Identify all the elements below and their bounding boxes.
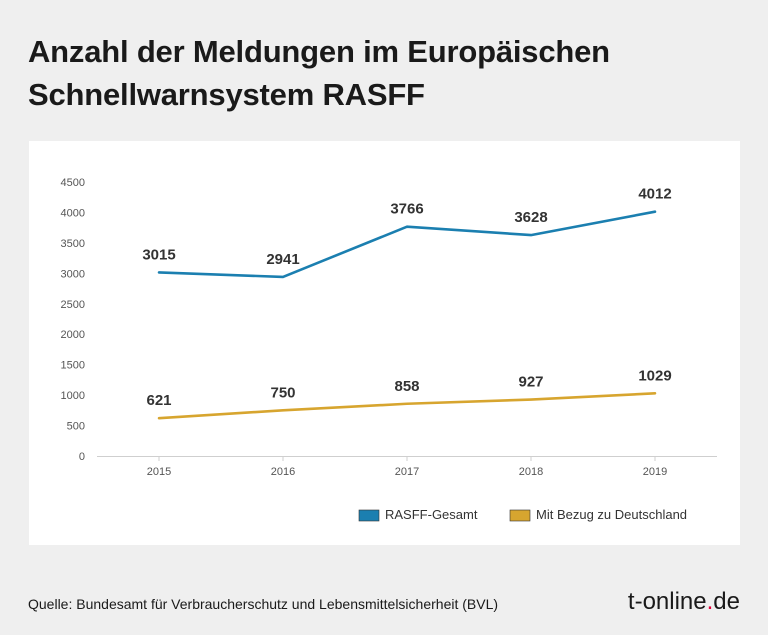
- y-tick-label: 1000: [61, 390, 85, 402]
- data-label: 2941: [266, 251, 299, 268]
- legend-swatch-1: [358, 509, 380, 522]
- y-tick-label: 0: [79, 451, 85, 463]
- chart-card: 0 500 1000 1500 2000 2500 3000 3500 4000 4500 2015…: [29, 141, 740, 545]
- legend-swatch-2: [509, 509, 531, 522]
- chart-title: Anzahl der Meldungen im Europäischen Sch…: [28, 34, 610, 112]
- x-tick-label: 2018: [519, 466, 543, 478]
- x-tick-label: 2017: [395, 466, 419, 478]
- legend-label-2: Mit Bezug zu Deutschland: [536, 507, 687, 522]
- brand-name: t-online: [627, 588, 707, 615]
- brand-dot: .: [706, 588, 714, 615]
- y-tick-label: 4000: [61, 207, 85, 219]
- y-tick-label: 3000: [61, 268, 85, 280]
- brand-tld: de: [713, 588, 740, 615]
- x-tick-label: 2019: [643, 466, 667, 478]
- data-label: 927: [518, 374, 543, 391]
- brand-logo: t-online.de: [628, 588, 740, 616]
- data-label: 750: [270, 384, 295, 401]
- data-label: 858: [394, 378, 419, 395]
- data-label: 3766: [390, 201, 423, 218]
- line-chart: 0 500 1000 1500 2000 2500 3000 3500 4000 4500 2015…: [61, 177, 717, 522]
- x-tick-label: 2016: [271, 466, 295, 478]
- y-tick-label: 2000: [61, 329, 85, 341]
- y-tick-label: 1500: [61, 360, 85, 372]
- y-tick-label: 3500: [61, 238, 85, 250]
- series-line-1: [157, 210, 657, 279]
- y-tick-label: 500: [67, 421, 85, 433]
- data-label: 3015: [142, 246, 175, 263]
- data-label: 4012: [638, 186, 671, 203]
- data-label: 621: [146, 392, 171, 409]
- y-tick-label: 2500: [61, 299, 85, 311]
- data-label: 3628: [514, 209, 547, 226]
- legend-label-1: RASFF-Gesamt: [385, 507, 478, 522]
- data-label: 1029: [638, 367, 671, 384]
- series-line-2: [157, 392, 657, 420]
- y-tick-label: 4500: [61, 177, 85, 189]
- source-note: Quelle: Bundesamt für Verbraucherschutz …: [28, 596, 499, 612]
- x-tick-label: 2015: [147, 466, 171, 478]
